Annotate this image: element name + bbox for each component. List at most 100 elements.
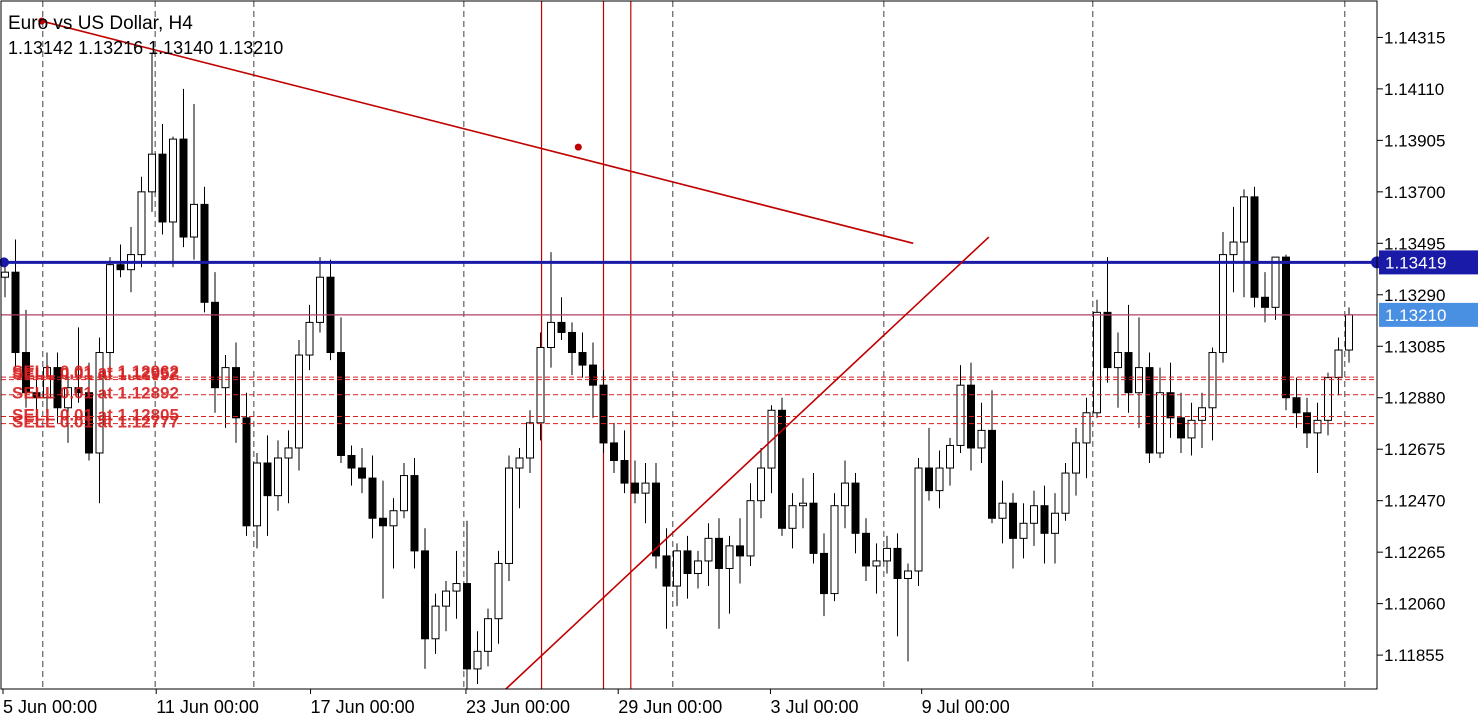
candle (946, 437, 954, 486)
candle (85, 362, 93, 461)
price-tick-label: 1.12265 (1384, 543, 1445, 562)
price-tick-label: 1.13905 (1384, 131, 1445, 150)
time-tick-label: 17 Jun 00:00 (311, 697, 415, 717)
candle (788, 493, 797, 549)
candle (1051, 493, 1059, 564)
candle-body-down (851, 482, 860, 534)
candle (431, 593, 440, 654)
candle-body-up (515, 457, 524, 469)
trendlines (38, 17, 990, 690)
candle (914, 457, 923, 587)
candle-body-down (1177, 417, 1185, 439)
candle (988, 390, 996, 524)
candle (316, 257, 324, 333)
sell-order-label: SELL 0.01 at 1.12892 (12, 384, 179, 403)
candle-body-up (137, 191, 146, 256)
candle-body-down (32, 392, 41, 399)
candle (631, 460, 639, 504)
candle-body-down (778, 409, 786, 529)
candle (505, 455, 513, 582)
candle (347, 445, 356, 486)
candle-body-down (53, 367, 62, 409)
candle (305, 304, 314, 371)
candle-body-up (274, 457, 282, 497)
price-axis[interactable]: 1.14315 1.14110 1.13905 1.13700 1.13495 1.132… (1377, 28, 1445, 665)
price-tick-label: 1.13495 (1384, 234, 1445, 253)
time-axis[interactable]: 5 Jun 00:00 11 Jun 00:00 17 Jun 00:00 23 Ju… (2, 689, 1010, 717)
time-tick-label: 11 Jun 00:00 (156, 697, 259, 717)
plot-frame (0, 0, 1378, 690)
candle-body-down (568, 331, 576, 354)
candle (295, 339, 303, 471)
candle (893, 533, 902, 637)
candle-body-down (22, 352, 30, 394)
candle-body-up (221, 367, 230, 389)
candle (221, 355, 230, 428)
candle-body-up (1135, 367, 1143, 394)
candle-body-up (95, 352, 104, 454)
candle-body-down (179, 138, 188, 238)
candle-body-down (463, 583, 471, 670)
price-tick-label: 1.14315 (1384, 28, 1445, 47)
candle (736, 518, 744, 584)
candle-body-down (11, 271, 20, 354)
candle (211, 272, 219, 413)
candle (1009, 493, 1017, 569)
candle-body-up (799, 502, 807, 507)
candle-body-up (547, 321, 555, 349)
candle (536, 332, 545, 441)
candle (841, 460, 849, 529)
candle (274, 440, 282, 511)
candle (473, 631, 482, 684)
candle (526, 410, 534, 474)
candle (652, 463, 660, 569)
vertical-grid (42, 1, 1346, 689)
trendline-start-point (38, 17, 46, 25)
candle-body-up (1219, 254, 1227, 354)
candle-body-up (1334, 349, 1343, 379)
candle (1156, 367, 1164, 458)
candle-body-up (1061, 472, 1070, 514)
candle-body-up (473, 650, 482, 670)
price-tick-label: 1.14110 (1384, 80, 1444, 99)
bid-price-badge-box (1379, 302, 1478, 327)
candle (53, 352, 62, 423)
price-tick-label: 1.12880 (1384, 389, 1445, 408)
candle (925, 427, 933, 501)
candle-body-down (85, 392, 93, 454)
candle (998, 480, 1007, 544)
candle-body-up (43, 367, 51, 399)
candle-body-down (1292, 397, 1301, 414)
candle-body-down (368, 477, 377, 519)
candle-body-up (641, 482, 650, 494)
candle-body-up (1187, 419, 1196, 439)
ohlc-readout: 1.13142 1.13216 1.13140 1.13210 (8, 38, 283, 58)
candle (263, 435, 272, 536)
sell-order-label: SELL 0.01 at 1.12777 (12, 413, 179, 432)
candle (463, 520, 471, 689)
candle (1271, 256, 1280, 320)
candle-body-up (295, 354, 303, 449)
candle (1198, 392, 1206, 448)
candle-body-up (1345, 314, 1353, 351)
candle-body-down (652, 482, 660, 557)
candle (74, 327, 83, 403)
candle (200, 186, 209, 313)
candle-body-up (400, 475, 408, 512)
candle-body-up (1324, 377, 1332, 421)
descending-trendline (41, 20, 914, 245)
candle (116, 244, 125, 278)
candle (610, 422, 618, 474)
candle-body-down (925, 467, 933, 492)
candle (253, 452, 261, 549)
candle (883, 535, 891, 574)
candle (494, 550, 503, 644)
candle-body-down (809, 502, 818, 554)
candle (410, 457, 419, 569)
candle-body-up (1072, 442, 1080, 474)
candle-body-up (673, 550, 681, 587)
candle-body-up (452, 583, 461, 592)
candle (641, 463, 650, 524)
